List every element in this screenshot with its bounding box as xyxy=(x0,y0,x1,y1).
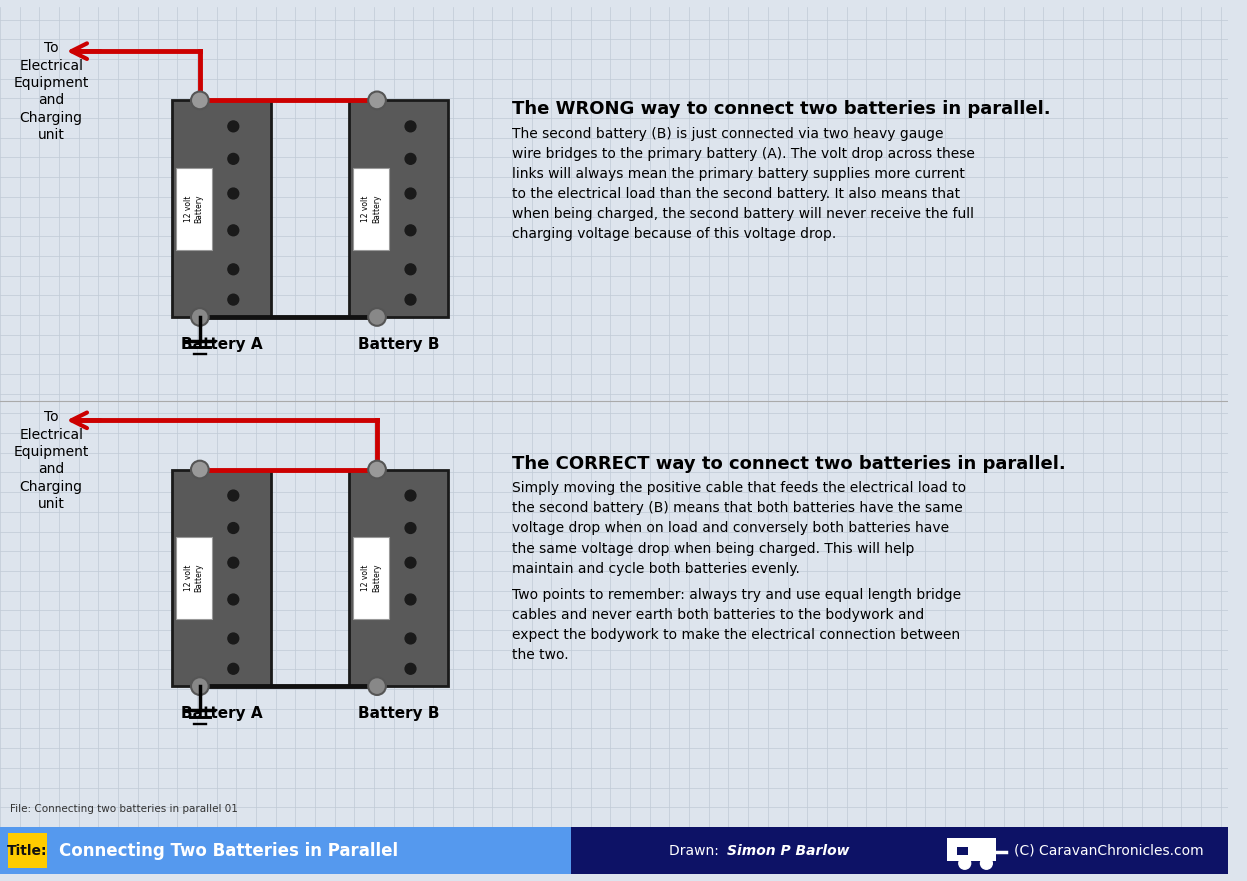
Circle shape xyxy=(228,153,238,164)
Circle shape xyxy=(405,225,416,236)
Text: 12 volt
Battery: 12 volt Battery xyxy=(185,195,203,223)
Bar xyxy=(7,833,47,869)
Text: Battery A: Battery A xyxy=(181,337,262,352)
Circle shape xyxy=(405,121,416,132)
Text: File: Connecting two batteries in parallel 01: File: Connecting two batteries in parall… xyxy=(10,804,238,814)
Circle shape xyxy=(368,308,385,326)
Bar xyxy=(0,827,571,874)
Text: The second battery (B) is just connected via two heavy gauge
wire bridges to the: The second battery (B) is just connected… xyxy=(513,127,975,241)
Circle shape xyxy=(405,558,416,568)
Text: Title:: Title: xyxy=(7,843,47,857)
Circle shape xyxy=(959,857,970,870)
Circle shape xyxy=(405,633,416,644)
Bar xyxy=(349,100,448,317)
Circle shape xyxy=(405,522,416,533)
Bar xyxy=(172,470,271,686)
Circle shape xyxy=(980,857,993,870)
Circle shape xyxy=(405,264,416,275)
Circle shape xyxy=(405,663,416,674)
Circle shape xyxy=(228,522,238,533)
Bar xyxy=(176,167,212,250)
Text: The WRONG way to connect two batteries in parallel.: The WRONG way to connect two batteries i… xyxy=(513,100,1050,118)
Circle shape xyxy=(228,264,238,275)
Circle shape xyxy=(405,594,416,605)
Circle shape xyxy=(228,225,238,236)
Text: Simon P Barlow: Simon P Barlow xyxy=(727,843,849,857)
Circle shape xyxy=(368,461,385,478)
Circle shape xyxy=(368,92,385,109)
Text: 12 volt
Battery: 12 volt Battery xyxy=(362,195,380,223)
Circle shape xyxy=(228,294,238,305)
Circle shape xyxy=(191,92,208,109)
Circle shape xyxy=(191,677,208,695)
Circle shape xyxy=(191,461,208,478)
Circle shape xyxy=(405,188,416,199)
Bar xyxy=(946,842,996,862)
Circle shape xyxy=(228,663,238,674)
Circle shape xyxy=(228,188,238,199)
Bar xyxy=(956,847,968,855)
Text: The CORRECT way to connect two batteries in parallel.: The CORRECT way to connect two batteries… xyxy=(513,455,1066,473)
Circle shape xyxy=(368,677,385,695)
Text: Drawn:: Drawn: xyxy=(670,843,728,857)
Text: Battery B: Battery B xyxy=(358,337,439,352)
Text: Battery B: Battery B xyxy=(358,707,439,722)
Bar xyxy=(353,167,389,250)
Text: (C) CaravanChronicles.com: (C) CaravanChronicles.com xyxy=(1014,843,1203,857)
Bar xyxy=(176,537,212,619)
Text: Battery A: Battery A xyxy=(181,707,262,722)
Text: 12 volt
Battery: 12 volt Battery xyxy=(185,564,203,592)
Text: 12 volt
Battery: 12 volt Battery xyxy=(362,564,380,592)
Bar xyxy=(349,470,448,686)
Text: Connecting Two Batteries in Parallel: Connecting Two Batteries in Parallel xyxy=(59,841,398,860)
Circle shape xyxy=(191,308,208,326)
Circle shape xyxy=(228,121,238,132)
Circle shape xyxy=(405,294,416,305)
Text: Simply moving the positive cable that feeds the electrical load to
the second ba: Simply moving the positive cable that fe… xyxy=(513,481,966,575)
Text: Two points to remember: always try and use equal length bridge
cables and never : Two points to remember: always try and u… xyxy=(513,588,961,662)
Text: To
Electrical
Equipment
and
Charging
unit: To Electrical Equipment and Charging uni… xyxy=(14,411,89,511)
Circle shape xyxy=(228,633,238,644)
Circle shape xyxy=(405,490,416,501)
Circle shape xyxy=(405,153,416,164)
Circle shape xyxy=(228,490,238,501)
Bar xyxy=(946,838,996,842)
Text: To
Electrical
Equipment
and
Charging
unit: To Electrical Equipment and Charging uni… xyxy=(14,41,89,142)
Circle shape xyxy=(228,558,238,568)
Bar xyxy=(571,827,1227,874)
Bar xyxy=(172,100,271,317)
Circle shape xyxy=(228,594,238,605)
Bar xyxy=(353,537,389,619)
